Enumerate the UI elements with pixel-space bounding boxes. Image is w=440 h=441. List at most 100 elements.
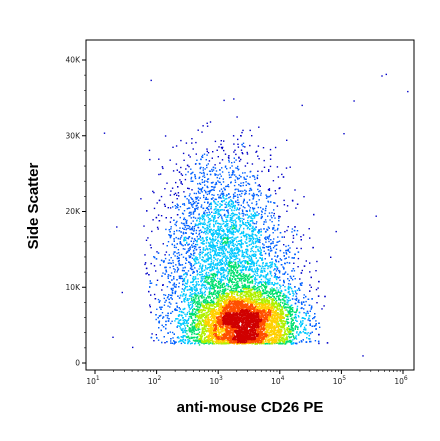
data-point: [164, 135, 167, 137]
data-point: [217, 282, 220, 284]
data-point: [225, 201, 227, 204]
data-point: [188, 304, 190, 307]
data-point: [263, 247, 265, 249]
data-point: [230, 233, 233, 235]
data-point: [190, 263, 192, 265]
data-point: [239, 269, 241, 271]
data-point: [219, 194, 222, 197]
data-point: [203, 281, 205, 283]
data-point: [191, 337, 193, 339]
data-point: [171, 292, 174, 294]
data-point: [249, 228, 251, 230]
data-point: [229, 278, 231, 280]
data-point: [251, 240, 254, 242]
data-point: [285, 257, 287, 259]
data-point: [209, 286, 212, 288]
data-point: [208, 203, 211, 206]
data-point: [229, 262, 231, 264]
data-point: [209, 277, 211, 279]
data-point: [230, 199, 232, 201]
data-point: [246, 274, 248, 276]
data-point: [274, 282, 276, 284]
data-point: [244, 172, 246, 174]
data-point: [248, 265, 251, 268]
data-point: [175, 286, 177, 288]
data-point: [167, 312, 169, 315]
data-point: [307, 298, 310, 300]
data-point: [175, 236, 177, 239]
data-point: [212, 281, 214, 283]
data-point: [177, 321, 180, 323]
data-point: [242, 230, 245, 233]
data-point: [195, 229, 198, 232]
data-point: [185, 259, 188, 261]
data-point: [242, 142, 245, 144]
data-point: [167, 275, 169, 278]
data-point: [192, 180, 194, 182]
data-point: [150, 294, 152, 296]
data-point: [227, 271, 229, 273]
data-point: [213, 277, 215, 279]
data-point: [235, 257, 237, 259]
data-point: [206, 239, 208, 242]
data-point: [197, 281, 199, 283]
data-point: [220, 237, 223, 240]
data-point: [184, 342, 186, 344]
data-point: [175, 246, 177, 249]
data-point: [289, 339, 291, 342]
data-point: [239, 226, 242, 228]
data-point: [263, 221, 265, 223]
data-point: [296, 247, 298, 249]
data-point: [193, 227, 195, 230]
data-point: [236, 240, 238, 243]
data-point: [335, 230, 337, 233]
data-point: [264, 265, 266, 267]
data-point: [245, 249, 248, 251]
data-point: [240, 236, 242, 238]
data-point: [209, 173, 212, 176]
data-point: [203, 231, 205, 234]
data-point: [312, 317, 314, 320]
data-point: [231, 219, 233, 221]
data-point: [226, 168, 228, 170]
data-point: [207, 221, 209, 224]
data-point: [265, 207, 267, 210]
data-point: [200, 239, 202, 241]
data-point: [178, 209, 180, 211]
data-point: [210, 273, 212, 275]
data-point: [204, 249, 206, 251]
data-point: [218, 264, 221, 266]
data-point: [172, 284, 174, 286]
data-point: [283, 268, 285, 270]
data-point: [288, 262, 291, 264]
data-point: [206, 252, 209, 255]
data-point: [185, 232, 187, 234]
data-point: [191, 198, 193, 200]
data-point: [287, 226, 289, 228]
data-point: [294, 342, 297, 345]
data-point: [229, 205, 232, 207]
data-point: [258, 231, 261, 233]
data-point: [184, 313, 186, 315]
data-point: [296, 307, 298, 310]
data-point: [172, 289, 174, 291]
data-point: [252, 225, 254, 228]
data-point: [244, 222, 247, 224]
data-point: [210, 280, 213, 282]
data-point: [260, 269, 262, 271]
data-point: [205, 198, 208, 200]
data-point: [233, 245, 235, 247]
data-point: [112, 336, 114, 338]
data-point: [311, 325, 313, 327]
data-point: [315, 320, 317, 322]
data-point: [381, 75, 383, 77]
data-point: [263, 244, 265, 246]
data-point: [202, 240, 204, 243]
data-point: [223, 251, 225, 253]
data-point: [273, 212, 275, 215]
data-point: [208, 292, 211, 294]
data-point: [201, 156, 203, 158]
data-point: [169, 159, 171, 161]
data-point: [176, 169, 178, 171]
data-point: [244, 262, 247, 264]
